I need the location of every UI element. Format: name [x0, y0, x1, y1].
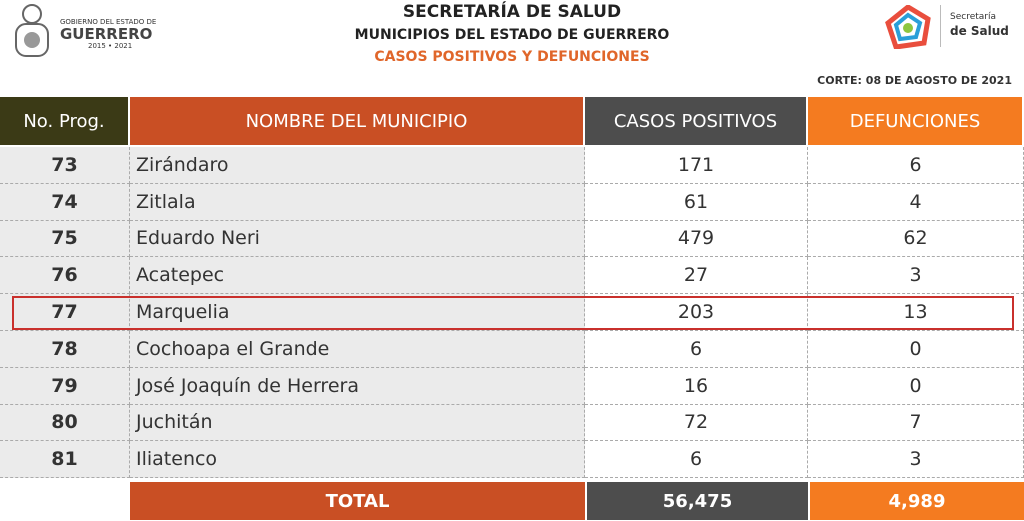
logo-line: GOBIERNO DEL ESTADO DE — [60, 18, 157, 26]
table-cell: 203 — [585, 294, 808, 331]
table-cell: Zirándaro — [130, 147, 585, 184]
table-cell: 13 — [808, 294, 1024, 331]
title: SECRETARÍA DE SALUD — [402, 2, 622, 22]
table-cell: Acatepec — [130, 257, 585, 295]
logo-line: GUERRERO — [60, 25, 153, 43]
divider — [940, 5, 941, 47]
table-cell: 4 — [808, 183, 1024, 221]
logo-line: Secretaría — [950, 12, 996, 22]
table-cell: 171 — [585, 147, 808, 184]
column-header: DEFUNCIONES — [808, 97, 1022, 145]
table-cell: 61 — [585, 183, 808, 221]
subtitle: CASOS POSITIVOS Y DEFUNCIONES — [374, 49, 650, 65]
table-cell: 27 — [585, 257, 808, 295]
table-cell: 7 — [808, 404, 1024, 442]
table-cell: 479 — [585, 220, 808, 258]
column-header: No. Prog. — [0, 97, 128, 145]
table-cell: Cochoapa el Grande — [130, 331, 585, 368]
table-cell: 80 — [0, 404, 130, 442]
logo-line: 2015 • 2021 — [88, 42, 133, 50]
column-header: NOMBRE DEL MUNICIPIO — [130, 97, 583, 145]
table-cell: 6 — [585, 441, 808, 479]
table-cell: 6 — [808, 147, 1024, 184]
table-cell: Juchitán — [130, 404, 585, 442]
table-cell: 78 — [0, 331, 130, 368]
state-emblem — [15, 4, 49, 57]
total-value: 56,475 — [587, 482, 808, 520]
table-cell: 6 — [585, 331, 808, 368]
table-cell: 0 — [808, 331, 1024, 368]
logo-line: de Salud — [950, 24, 1009, 38]
table-cell: 73 — [0, 147, 130, 184]
total-value: 4,989 — [810, 482, 1024, 520]
table-cell: 0 — [808, 367, 1024, 405]
table-cell: 3 — [808, 257, 1024, 295]
table-cell: 77 — [0, 294, 130, 331]
table-cell: Iliatenco — [130, 441, 585, 479]
table-cell: 72 — [585, 404, 808, 442]
table-cell: 16 — [585, 367, 808, 405]
health-logo — [885, 5, 931, 49]
table-cell: 62 — [808, 220, 1024, 258]
subtitle: MUNICIPIOS DEL ESTADO DE GUERRERO — [354, 27, 670, 43]
table-cell: Eduardo Neri — [130, 220, 585, 258]
table-cell: 81 — [0, 441, 130, 479]
cutoff-date: CORTE: 08 DE AGOSTO DE 2021 — [817, 74, 1012, 87]
table-cell: José Joaquín de Herrera — [130, 367, 585, 405]
table-cell: 74 — [0, 183, 130, 221]
highlight-box — [12, 296, 1014, 330]
total-label: TOTAL — [130, 482, 585, 520]
table-cell: Zitlala — [130, 183, 585, 221]
table-cell: 3 — [808, 441, 1024, 479]
table-cell: 75 — [0, 220, 130, 258]
column-header: CASOS POSITIVOS — [585, 97, 806, 145]
table-cell: 76 — [0, 257, 130, 295]
table-cell: Marquelia — [130, 294, 585, 331]
table-cell: 79 — [0, 367, 130, 405]
